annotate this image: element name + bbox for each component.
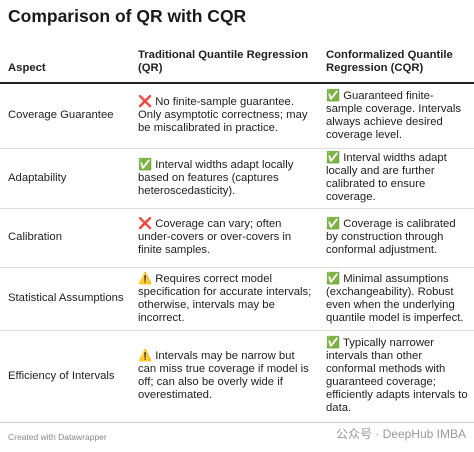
cqr-cell: ✅ Interval widths adapt locally and are … [318, 148, 474, 209]
column-header: Aspect [0, 40, 130, 84]
table-row: Adaptability ✅ Interval widths adapt loca… [0, 148, 474, 209]
qr-cell: ❌ Coverage can vary; often under-covers … [130, 208, 318, 268]
header-row: Aspect Traditional Quantile Regression (… [0, 40, 474, 84]
qr-cell: ❌ No finite-sample guarantee. Only asymp… [130, 83, 318, 149]
cqr-cell: ✅ Coverage is calibrated by construction… [318, 208, 474, 268]
table-row: Calibration ❌ Coverage can vary; often un… [0, 208, 474, 268]
aspect-cell: Coverage Guarantee [0, 83, 130, 149]
watermark: 公众号 · DeepHub IMBA [335, 427, 466, 441]
table-body: Coverage Guarantee ❌ No finite-sample gua… [0, 83, 474, 423]
table-row: Efficiency of Intervals ⚠️ Intervals may … [0, 330, 474, 423]
aspect-cell: Efficiency of Intervals [0, 330, 130, 423]
table-row: Statistical Assumptions ⚠️ Requires corre… [0, 267, 474, 331]
title: Comparison of QR with CQR [8, 6, 247, 26]
column-header: Conformalized Quantile Regression (CQR) [318, 40, 474, 84]
qr-cell: ⚠️ Intervals may be narrow but can miss … [130, 330, 318, 423]
aspect-cell: Adaptability [0, 148, 130, 209]
cqr-cell: ✅ Guaranteed finite-sample coverage. Int… [318, 83, 474, 149]
table-row: Coverage Guarantee ❌ No finite-sample gua… [0, 83, 474, 149]
footer-credit: Created with Datawrapper [8, 432, 107, 442]
cqr-cell: ✅ Typically narrower intervals than othe… [318, 330, 474, 423]
table-header: Aspect Traditional Quantile Regression (… [0, 40, 474, 84]
comparison-table: Aspect Traditional Quantile Regression (… [0, 40, 474, 423]
aspect-cell: Calibration [0, 208, 130, 268]
cqr-cell: ✅ Minimal assumptions (exchangeability).… [318, 267, 474, 331]
aspect-cell: Statistical Assumptions [0, 267, 130, 331]
qr-cell: ✅ Interval widths adapt locally based on… [130, 148, 318, 209]
column-header: Traditional Quantile Regression (QR) [130, 40, 318, 84]
qr-cell: ⚠️ Requires correct model specification … [130, 267, 318, 331]
